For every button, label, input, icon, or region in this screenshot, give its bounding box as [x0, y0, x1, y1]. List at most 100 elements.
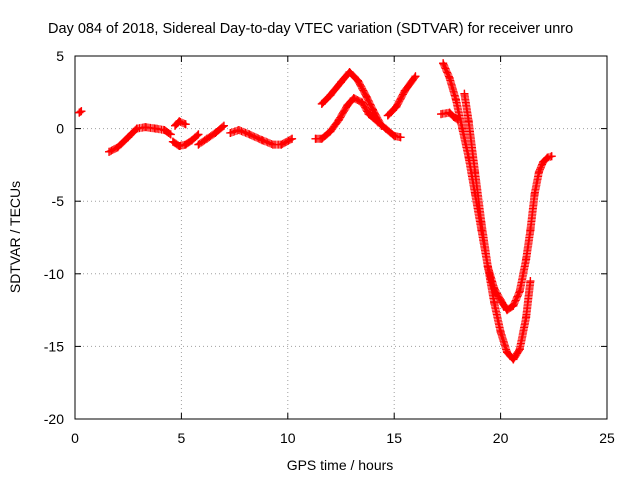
data-point — [547, 152, 556, 161]
data-point — [194, 140, 203, 149]
data-point — [317, 99, 326, 108]
data-point — [175, 142, 184, 151]
data-point — [483, 262, 492, 271]
x-tick-label: 25 — [599, 430, 615, 446]
x-tick-label: 10 — [280, 430, 296, 446]
grid — [75, 56, 607, 419]
data-point — [288, 134, 297, 143]
data-point — [445, 73, 454, 82]
data-point — [477, 218, 486, 227]
data-point — [515, 345, 524, 354]
data-point — [502, 306, 511, 315]
data-point — [151, 124, 160, 133]
data-point — [160, 126, 169, 135]
y-axis-label: SDTVAR / TECUs — [7, 181, 23, 293]
x-tick-label: 5 — [178, 430, 186, 446]
data-point — [411, 72, 420, 81]
data-point — [526, 277, 535, 286]
y-tick-label: 0 — [56, 121, 64, 137]
data-point — [317, 134, 326, 143]
y-tick-label: -5 — [52, 193, 65, 209]
data-point — [362, 92, 371, 101]
data-point — [268, 140, 277, 149]
data-point — [496, 295, 505, 304]
data-point — [522, 313, 531, 322]
data-point — [105, 147, 114, 156]
data-point — [124, 133, 133, 142]
data-point — [343, 101, 352, 110]
x-tick-label: 20 — [493, 430, 509, 446]
chart-title: Day 084 of 2018, Sidereal Day-to-day VTE… — [48, 21, 573, 37]
data-point — [234, 126, 243, 135]
data-point — [194, 130, 203, 139]
data-point — [471, 168, 480, 177]
data-point — [337, 78, 345, 87]
data-point — [188, 136, 197, 145]
x-axis-label: GPS time / hours — [287, 457, 394, 473]
data-point — [449, 112, 458, 121]
data-point — [377, 121, 386, 130]
data-point — [334, 115, 343, 124]
data-point — [539, 157, 548, 166]
data-point — [219, 121, 228, 130]
data-series — [75, 59, 556, 364]
data-point — [141, 123, 150, 132]
data-point — [211, 128, 220, 137]
data-point — [226, 128, 235, 137]
data-point — [477, 226, 486, 235]
data-point — [181, 140, 190, 149]
data-point — [390, 131, 399, 140]
data-point — [354, 76, 363, 85]
data-point — [77, 107, 86, 116]
data-point — [502, 348, 511, 357]
data-point — [373, 117, 382, 126]
data-point — [534, 168, 543, 177]
data-point — [460, 89, 469, 98]
data-point — [437, 110, 446, 119]
data-point — [515, 287, 524, 296]
data-point — [451, 95, 460, 104]
data-point — [277, 140, 286, 149]
data-point — [496, 327, 505, 336]
plot-frame — [74, 55, 608, 420]
y-tick-label: 5 — [56, 48, 64, 64]
data-point — [458, 124, 467, 133]
data-point — [471, 189, 480, 198]
data-point — [509, 355, 518, 364]
data-point — [383, 111, 392, 120]
data-point — [364, 110, 373, 119]
data-point — [132, 124, 141, 133]
data-point — [526, 226, 535, 235]
y-tick-label: -20 — [44, 411, 64, 427]
data-point — [345, 67, 354, 76]
data-point — [543, 153, 552, 162]
data-point — [490, 284, 499, 293]
data-point — [490, 298, 499, 307]
data-point — [326, 127, 335, 136]
data-point — [464, 153, 473, 162]
data-point — [530, 189, 539, 198]
data-point — [166, 130, 175, 139]
data-point — [396, 133, 405, 142]
data-point — [113, 143, 122, 152]
data-point — [245, 130, 254, 139]
data-point — [175, 117, 184, 126]
axis-ticks: 0 5 10 15 20 25 5 0 -5 -10 -15 -20 — [44, 48, 615, 446]
data-point — [454, 115, 463, 124]
data-point — [400, 86, 409, 95]
data-point — [509, 301, 518, 310]
data-point — [392, 102, 401, 111]
x-tick-label: 0 — [71, 430, 79, 446]
data-point — [181, 120, 190, 129]
data-point — [202, 134, 211, 143]
data-point — [326, 91, 335, 100]
data-point — [464, 117, 473, 126]
y-tick-label: -15 — [44, 338, 64, 354]
data-point — [171, 121, 180, 130]
data-point — [445, 108, 454, 117]
x-tick-label: 15 — [386, 430, 402, 446]
data-point — [381, 124, 390, 133]
data-markers — [75, 59, 556, 364]
data-point — [358, 98, 367, 107]
